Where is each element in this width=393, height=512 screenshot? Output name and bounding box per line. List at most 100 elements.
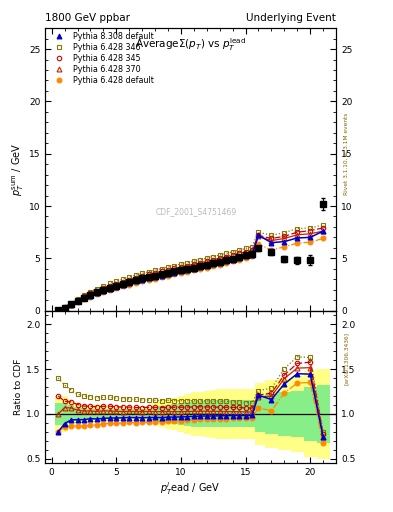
Pythia 6.428 default (127, 282, 132, 288)
Pythia 6.428 370 (62, 305, 67, 311)
Pythia 6.428 default (321, 236, 325, 242)
Pythia 6.428 370 (250, 249, 254, 255)
Pythia 8.308 default (230, 257, 235, 263)
Pythia 6.428 370 (191, 263, 196, 269)
Pythia 6.428 346 (198, 257, 203, 263)
Pythia 6.428 default (204, 265, 209, 271)
Pythia 8.308 default (146, 275, 151, 282)
Y-axis label: Ratio to CDF: Ratio to CDF (14, 359, 23, 415)
Pythia 6.428 default (107, 287, 112, 293)
Pythia 6.428 346 (243, 245, 248, 251)
CDF (165, 270, 170, 276)
Pythia 6.428 346 (140, 270, 145, 276)
Pythia 6.428 345 (178, 264, 183, 270)
Pythia 8.308 default (185, 267, 190, 273)
Pythia 6.428 370 (185, 265, 190, 271)
Pythia 6.428 345 (82, 293, 86, 300)
Pythia 8.308 default (282, 239, 286, 245)
Text: CDF_2001_S4751469: CDF_2001_S4751469 (156, 207, 237, 216)
Pythia 6.428 345 (133, 275, 138, 281)
Pythia 6.428 345 (321, 225, 325, 231)
Pythia 6.428 370 (82, 294, 86, 300)
CDF (185, 266, 190, 272)
Pythia 8.308 default (243, 253, 248, 260)
Pythia 6.428 346 (269, 232, 274, 239)
Pythia 6.428 345 (56, 307, 61, 313)
CDF (204, 262, 209, 268)
Pythia 6.428 346 (230, 249, 235, 255)
Pythia 6.428 default (282, 244, 286, 250)
CDF (146, 274, 151, 280)
Pythia 8.308 default (321, 228, 325, 234)
Pythia 6.428 346 (295, 225, 299, 231)
Pythia 6.428 345 (230, 252, 235, 258)
CDF (62, 305, 67, 311)
Pythia 6.428 346 (308, 225, 312, 231)
Pythia 6.428 346 (191, 258, 196, 264)
Pythia 8.308 default (172, 270, 177, 276)
Pythia 8.308 default (133, 279, 138, 285)
Pythia 6.428 default (120, 283, 125, 289)
Pythia 6.428 default (237, 257, 241, 263)
Pythia 6.428 345 (140, 273, 145, 279)
CDF (82, 294, 86, 301)
Pythia 6.428 default (172, 271, 177, 278)
Pythia 6.428 370 (107, 284, 112, 290)
Pythia 6.428 370 (295, 232, 299, 238)
Pythia 6.428 default (133, 280, 138, 286)
Text: Rivet 3.1.10, ≥ 3.1M events: Rivet 3.1.10, ≥ 3.1M events (344, 113, 349, 195)
Pythia 6.428 default (295, 240, 299, 246)
Pythia 6.428 default (75, 299, 80, 305)
Pythia 6.428 default (217, 262, 222, 268)
CDF (198, 263, 203, 269)
Pythia 8.308 default (211, 261, 216, 267)
Pythia 6.428 370 (159, 270, 164, 276)
Pythia 8.308 default (140, 276, 145, 283)
Pythia 8.308 default (237, 255, 241, 261)
Pythia 6.428 345 (69, 301, 73, 307)
Pythia 8.308 default (114, 284, 119, 290)
Pythia 6.428 345 (95, 288, 99, 294)
CDF (159, 271, 164, 277)
Pythia 6.428 default (101, 289, 106, 295)
Pythia 6.428 346 (95, 286, 99, 292)
CDF (217, 259, 222, 265)
Pythia 6.428 346 (185, 260, 190, 266)
Pythia 6.428 370 (120, 280, 125, 286)
CDF (133, 277, 138, 283)
CDF (178, 267, 183, 273)
Y-axis label: $p_T^{\rm sum}$ / GeV: $p_T^{\rm sum}$ / GeV (11, 143, 26, 196)
Pythia 6.428 370 (321, 228, 325, 234)
Pythia 6.428 345 (282, 233, 286, 240)
Pythia 8.308 default (191, 266, 196, 272)
Pythia 6.428 default (88, 294, 93, 300)
CDF (269, 249, 274, 255)
CDF (88, 292, 93, 298)
Pythia 6.428 346 (224, 250, 228, 257)
Pythia 6.428 345 (153, 270, 158, 276)
Pythia 8.308 default (308, 234, 312, 241)
Pythia 6.428 370 (230, 254, 235, 261)
Text: Underlying Event: Underlying Event (246, 13, 336, 23)
Pythia 8.308 default (250, 251, 254, 258)
CDF (69, 301, 73, 307)
Pythia 8.308 default (153, 274, 158, 280)
Legend: Pythia 8.308 default, Pythia 6.428 346, Pythia 6.428 345, Pythia 6.428 370, Pyth: Pythia 8.308 default, Pythia 6.428 346, … (48, 31, 156, 87)
Pythia 6.428 370 (178, 266, 183, 272)
Text: 1800 GeV ppbar: 1800 GeV ppbar (45, 13, 130, 23)
Pythia 6.428 default (159, 274, 164, 280)
CDF (56, 307, 61, 313)
CDF (114, 283, 119, 289)
CDF (224, 258, 228, 264)
Pythia 6.428 default (153, 275, 158, 282)
CDF (127, 279, 132, 285)
Pythia 6.428 346 (321, 222, 325, 228)
Pythia 6.428 345 (250, 247, 254, 253)
Pythia 6.428 default (250, 253, 254, 259)
Pythia 6.428 346 (107, 280, 112, 286)
Pythia 6.428 346 (114, 278, 119, 284)
CDF (95, 289, 99, 295)
Pythia 6.428 370 (211, 259, 216, 265)
Pythia 6.428 345 (256, 232, 261, 239)
Pythia 6.428 370 (75, 297, 80, 304)
